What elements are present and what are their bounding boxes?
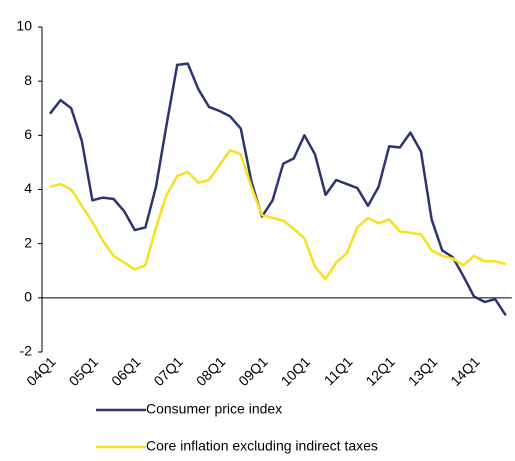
x-tick-label: 05Q1 xyxy=(66,353,102,389)
series-line xyxy=(49,62,507,317)
x-tick-label: 07Q1 xyxy=(150,353,186,389)
x-tick-label: 09Q1 xyxy=(235,353,271,389)
x-tick-label: 12Q1 xyxy=(362,353,398,389)
x-tick-label: 14Q1 xyxy=(447,353,483,389)
x-tick-label: 13Q1 xyxy=(405,353,441,389)
y-tick-label: 10 xyxy=(16,18,32,34)
legend-label: Core inflation excluding indirect taxes xyxy=(146,438,378,454)
y-tick-label: 4 xyxy=(24,180,32,196)
y-tick-label: 2 xyxy=(24,234,32,250)
y-tick-label: 0 xyxy=(24,289,32,305)
x-tick-label: 08Q1 xyxy=(193,353,229,389)
y-tick-label: -2 xyxy=(20,343,33,359)
x-tick-label: 11Q1 xyxy=(321,353,356,388)
legend-label: Consumer price index xyxy=(146,401,282,417)
x-tick-label: 10Q1 xyxy=(278,353,314,389)
y-tick-label: 6 xyxy=(24,126,32,142)
series-line xyxy=(49,148,507,281)
x-tick-label: 06Q1 xyxy=(108,353,144,389)
y-tick-label: 8 xyxy=(24,72,32,88)
